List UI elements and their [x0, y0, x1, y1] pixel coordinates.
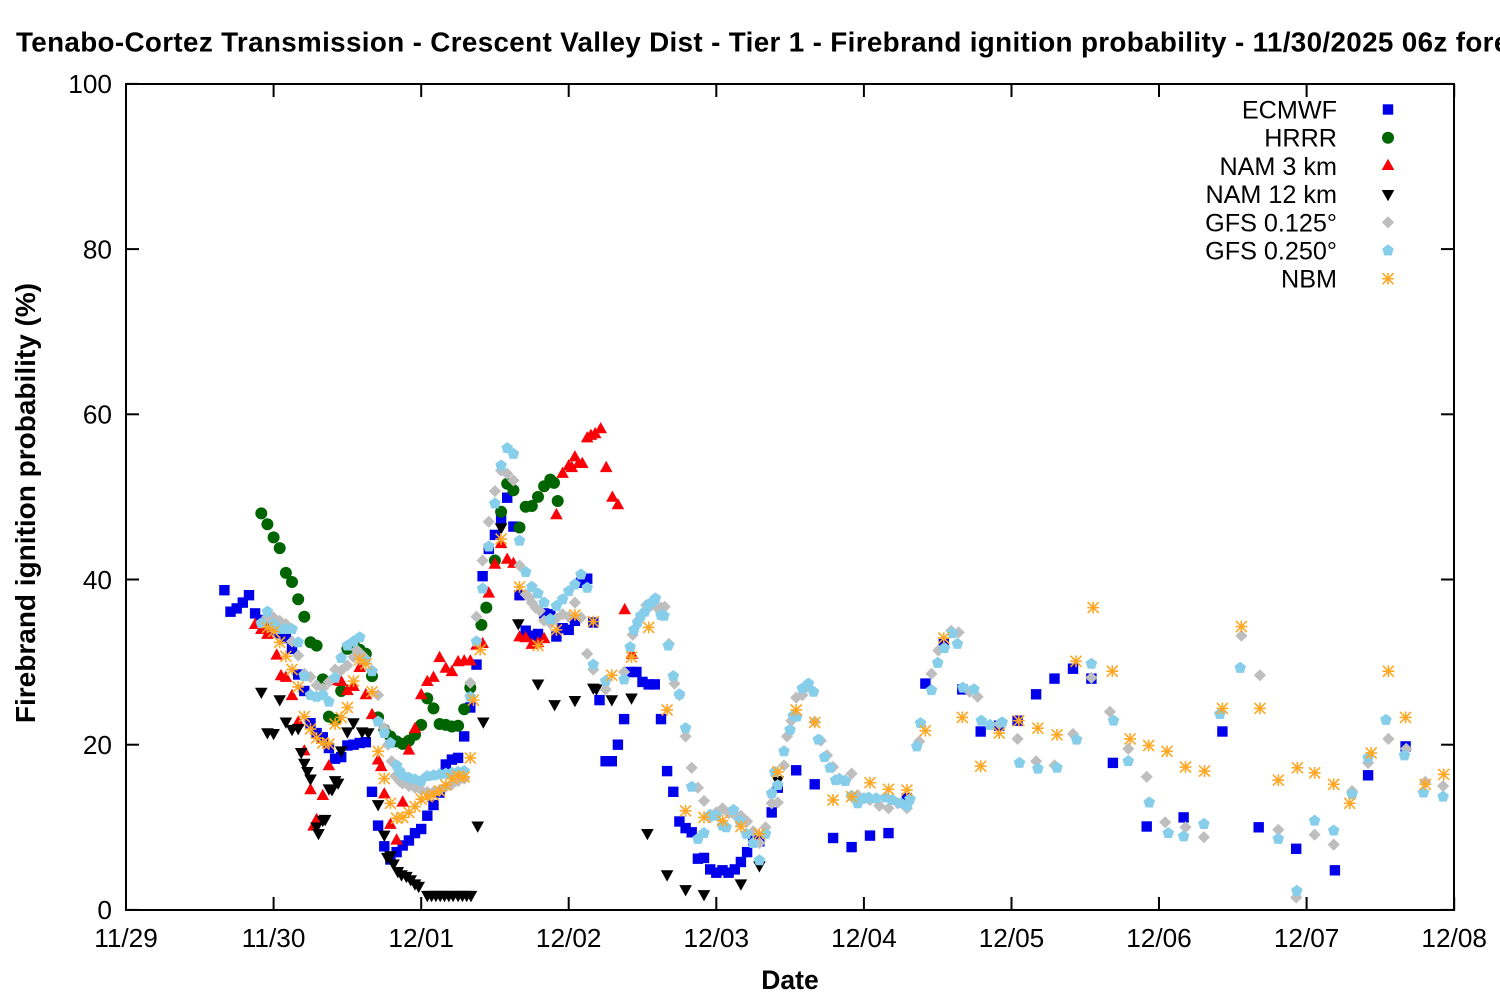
svg-text:GFS 0.125°: GFS 0.125°	[1205, 209, 1337, 237]
svg-text:NAM 12 km: NAM 12 km	[1205, 181, 1337, 209]
svg-text:HRRR: HRRR	[1264, 125, 1337, 153]
svg-text:NBM: NBM	[1281, 266, 1337, 294]
svg-text:GFS 0.250°: GFS 0.250°	[1205, 238, 1337, 266]
svg-text:ECMWF: ECMWF	[1242, 97, 1337, 125]
svg-text:12/05: 12/05	[979, 923, 1045, 953]
svg-text:20: 20	[83, 730, 112, 760]
svg-text:12/04: 12/04	[831, 923, 897, 953]
svg-text:Tenabo-Cortez Transmission - C: Tenabo-Cortez Transmission - Crescent Va…	[16, 27, 1500, 58]
svg-text:12/03: 12/03	[684, 923, 750, 953]
svg-text:11/30: 11/30	[242, 923, 306, 953]
svg-text:12/06: 12/06	[1126, 923, 1192, 953]
svg-text:12/08: 12/08	[1421, 923, 1487, 953]
svg-text:60: 60	[83, 400, 112, 430]
svg-text:40: 40	[83, 565, 112, 595]
svg-text:12/07: 12/07	[1274, 923, 1340, 953]
svg-text:Firebrand ignition probability: Firebrand ignition probability (%)	[10, 283, 41, 723]
svg-text:80: 80	[83, 234, 112, 264]
svg-text:0: 0	[97, 895, 112, 925]
svg-text:100: 100	[68, 69, 112, 99]
svg-text:NAM 3 km: NAM 3 km	[1219, 153, 1337, 181]
svg-text:Date: Date	[761, 965, 818, 995]
svg-text:12/01: 12/01	[388, 923, 454, 953]
svg-text:12/02: 12/02	[536, 923, 602, 953]
svg-text:11/29: 11/29	[94, 923, 158, 953]
